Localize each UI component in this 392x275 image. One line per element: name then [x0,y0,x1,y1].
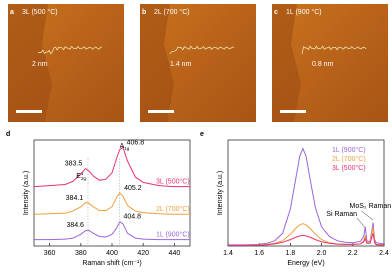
annotation: Si Raman [326,211,357,218]
series-label: 3L (500°C) [156,178,190,186]
series-line [228,223,385,246]
x-tick-label: 420 [137,250,149,257]
x-tick-label: 2.4 [379,250,389,257]
peak-label: 405.2 [124,185,142,192]
legend-entry: 3L (500°C) [332,164,366,172]
x-tick-label: 1.6 [254,250,264,257]
legend-entry: 2L (700°C) [332,155,366,163]
series-line [34,220,190,241]
image-title: 1L (900 °C) [286,8,322,16]
flake-edge [8,4,52,122]
series-line [228,233,385,246]
mode-label: E1 2g [76,171,86,181]
annotation-arrow [356,217,366,229]
panel-letter: d [6,131,10,138]
series-line [228,147,385,246]
height-profile [301,45,367,54]
height-profile [37,45,103,55]
scale-bar [148,110,174,113]
mode-label: A1g [120,143,130,151]
flake-edge [272,4,301,122]
peak-label: 406.8 [127,139,145,146]
x-tick-label: 400 [106,250,118,257]
x-tick-label: 440 [169,250,181,257]
series-label: 2L (700°C) [156,205,190,213]
x-tick-label: 360 [44,250,56,257]
panel-letter: e [200,131,204,138]
panel-letter: a [10,9,14,16]
x-tick-label: 2.2 [348,250,358,257]
x-tick-label: 380 [75,250,87,257]
height-label: 2 nm [32,61,48,68]
height-profile [169,45,235,55]
mode-sup: 1 [81,171,84,176]
y-axis-label: Intensity (a.u.) [217,171,224,215]
peak-label: 404.8 [123,214,141,221]
peak-label: 384.1 [66,195,84,202]
y-axis-label: Intensity (a.u.) [23,171,30,215]
annotation: MoS₂ Raman [350,203,392,210]
plot-frame [33,139,191,247]
x-tick-label: 2.0 [317,250,327,257]
scale-bar [16,110,42,113]
x-tick-label: 1.4 [223,250,233,257]
legend-entry: 1L (900°C) [332,146,366,154]
series-label: 1L (900°C) [156,231,190,239]
x-axis-label: Raman shift (cm⁻¹) [82,260,141,267]
height-label: 0.8 nm [312,61,334,68]
peak-label: 384.6 [66,222,84,229]
plot-frame [227,139,385,247]
mode-name: A [120,143,125,150]
mode-sub: 1g [124,146,130,151]
x-tick-label: 1.8 [286,250,296,257]
x-axis-label: Energy (eV) [287,260,324,267]
panel-letter: c [274,9,278,16]
mode-sub: 2g [81,176,87,181]
scale-bar [280,110,306,113]
mode-name: E [76,173,81,180]
series-line [33,146,190,188]
image-title: 2L (700 °C) [154,8,190,16]
image-title: 3L (500 °C) [22,8,58,16]
peak-label: 383.5 [65,161,83,168]
series-line [33,192,190,215]
flake-edge [140,4,174,122]
height-label: 1.4 nm [170,61,192,68]
annotation-arrow [361,210,374,221]
panel-letter: b [142,9,146,16]
